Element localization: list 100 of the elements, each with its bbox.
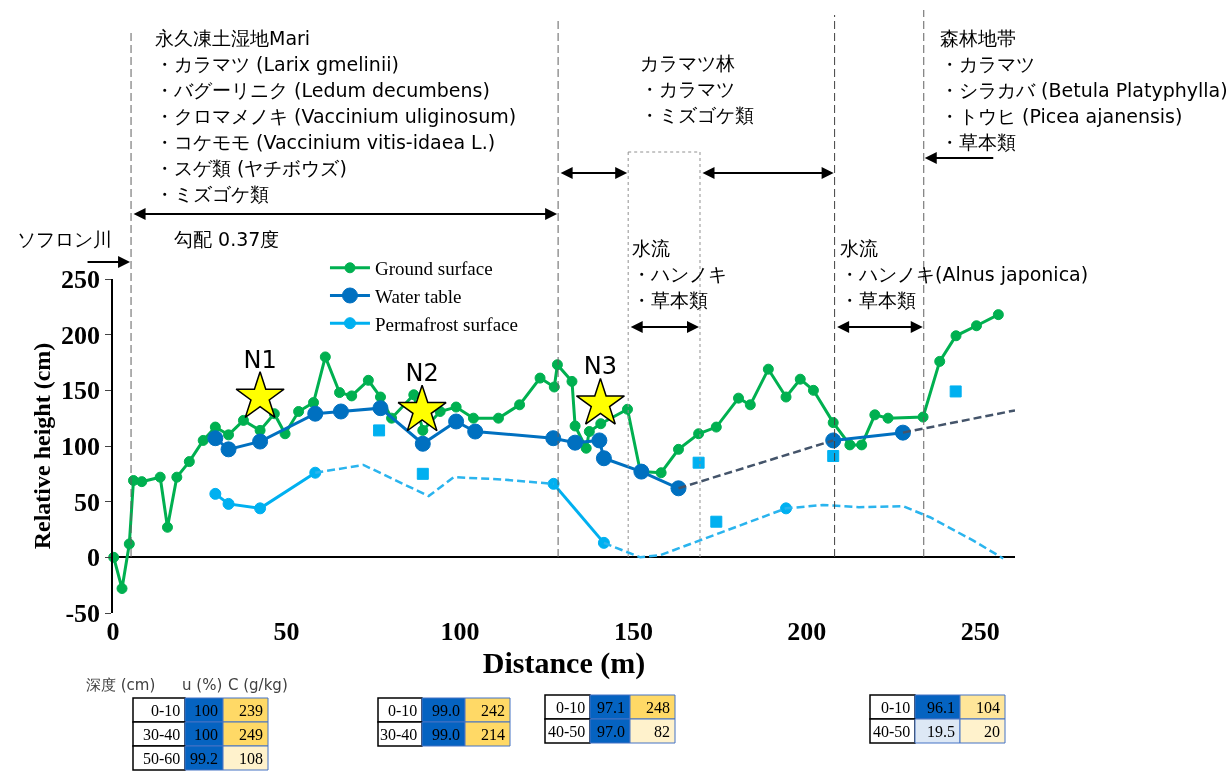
text: 99.0 <box>432 726 460 743</box>
text: ・バグーリニク (Ledum decumbens) <box>155 79 490 101</box>
point <box>254 502 267 515</box>
point <box>136 476 148 488</box>
text: 99.0 <box>432 702 460 719</box>
point <box>450 401 462 413</box>
point <box>183 456 195 468</box>
text: ・コケモモ (Vaccinium vitis-idaea L.) <box>155 131 496 153</box>
point <box>950 330 962 342</box>
text: 50-60 <box>143 750 181 767</box>
point <box>161 521 173 533</box>
point <box>319 351 331 363</box>
point <box>710 421 722 433</box>
point <box>362 374 374 386</box>
text: 0-10 <box>881 699 911 716</box>
point <box>692 456 705 469</box>
point <box>448 413 465 430</box>
text: 249 <box>239 726 263 743</box>
text: カラマツ林 <box>640 52 735 74</box>
y-tick-label: 0 <box>87 543 101 573</box>
y-tick-label: 150 <box>61 376 101 406</box>
text: ソフロン川 <box>17 228 112 250</box>
point <box>733 392 744 404</box>
point <box>408 389 420 401</box>
point <box>414 435 431 452</box>
text: 99.2 <box>190 750 218 767</box>
point <box>672 443 684 455</box>
point <box>794 373 806 385</box>
point <box>293 405 305 417</box>
point <box>220 441 237 458</box>
text: 97.0 <box>597 723 625 740</box>
data-label: N2 <box>405 358 439 387</box>
point <box>621 403 633 415</box>
point <box>595 450 612 467</box>
text: ・カラマツ <box>640 78 735 100</box>
point <box>633 463 650 480</box>
point <box>780 391 792 403</box>
point <box>416 467 429 480</box>
x-tick-label: 150 <box>613 617 653 646</box>
point <box>827 417 839 429</box>
point <box>467 423 484 440</box>
point <box>567 434 584 451</box>
point <box>209 487 222 500</box>
x-tick-label: 50 <box>273 617 300 646</box>
point <box>856 439 868 451</box>
legend-label: Permafrost surface <box>374 313 518 335</box>
point <box>492 412 504 424</box>
point <box>827 450 840 463</box>
point <box>334 387 346 399</box>
point <box>372 400 389 417</box>
text: ・カラマツ <box>940 53 1035 75</box>
point <box>222 497 235 510</box>
x-tick-label: 100 <box>440 617 480 646</box>
point <box>223 429 235 441</box>
legend-label: Ground surface <box>374 258 493 280</box>
point <box>373 424 386 437</box>
text: 0-10 <box>151 702 181 719</box>
point <box>934 355 946 367</box>
point <box>254 424 266 436</box>
text: 0-10 <box>556 699 586 716</box>
text: 水流 <box>632 237 670 259</box>
text: 20 <box>984 723 1000 740</box>
point <box>844 439 856 451</box>
point <box>970 320 982 332</box>
point <box>807 384 819 396</box>
x-tick-label: 250 <box>960 617 1000 646</box>
point <box>252 433 269 450</box>
text: u (%) <box>182 676 223 694</box>
text: ・スゲ類 (ヤチボウズ) <box>155 157 347 179</box>
point <box>882 412 894 424</box>
point <box>332 403 349 420</box>
y-tick-label: -50 <box>65 599 101 629</box>
point <box>762 363 774 375</box>
text: 82 <box>654 723 670 740</box>
text: ・カラマツ (Larix gmelinii) <box>155 53 399 75</box>
text: 永久凍土湿地Mari <box>155 27 311 49</box>
point <box>237 414 249 426</box>
data-label: N3 <box>583 352 618 381</box>
x-tick-label: 0 <box>106 617 120 646</box>
point <box>591 432 608 449</box>
point <box>655 467 667 479</box>
text: 214 <box>481 726 505 743</box>
legend-label: Water table <box>374 285 462 307</box>
point <box>869 409 881 421</box>
point <box>171 471 183 483</box>
text: 97.1 <box>597 699 625 716</box>
point <box>467 412 479 424</box>
annotation: ・ハンノキ <box>632 263 727 285</box>
y-axis-title: Relative height (cm) <box>28 342 55 550</box>
point <box>207 430 224 447</box>
annotation: ・ハンノキ(Alnus japonica) <box>840 263 1089 285</box>
point <box>116 583 128 595</box>
point <box>710 515 723 528</box>
point <box>744 399 756 411</box>
point <box>346 390 358 402</box>
point <box>534 372 546 384</box>
text: 239 <box>239 702 263 719</box>
y-tick-label: 50 <box>74 487 101 517</box>
x-tick-label: 200 <box>787 617 827 646</box>
text: C (g/kg) <box>228 676 288 694</box>
